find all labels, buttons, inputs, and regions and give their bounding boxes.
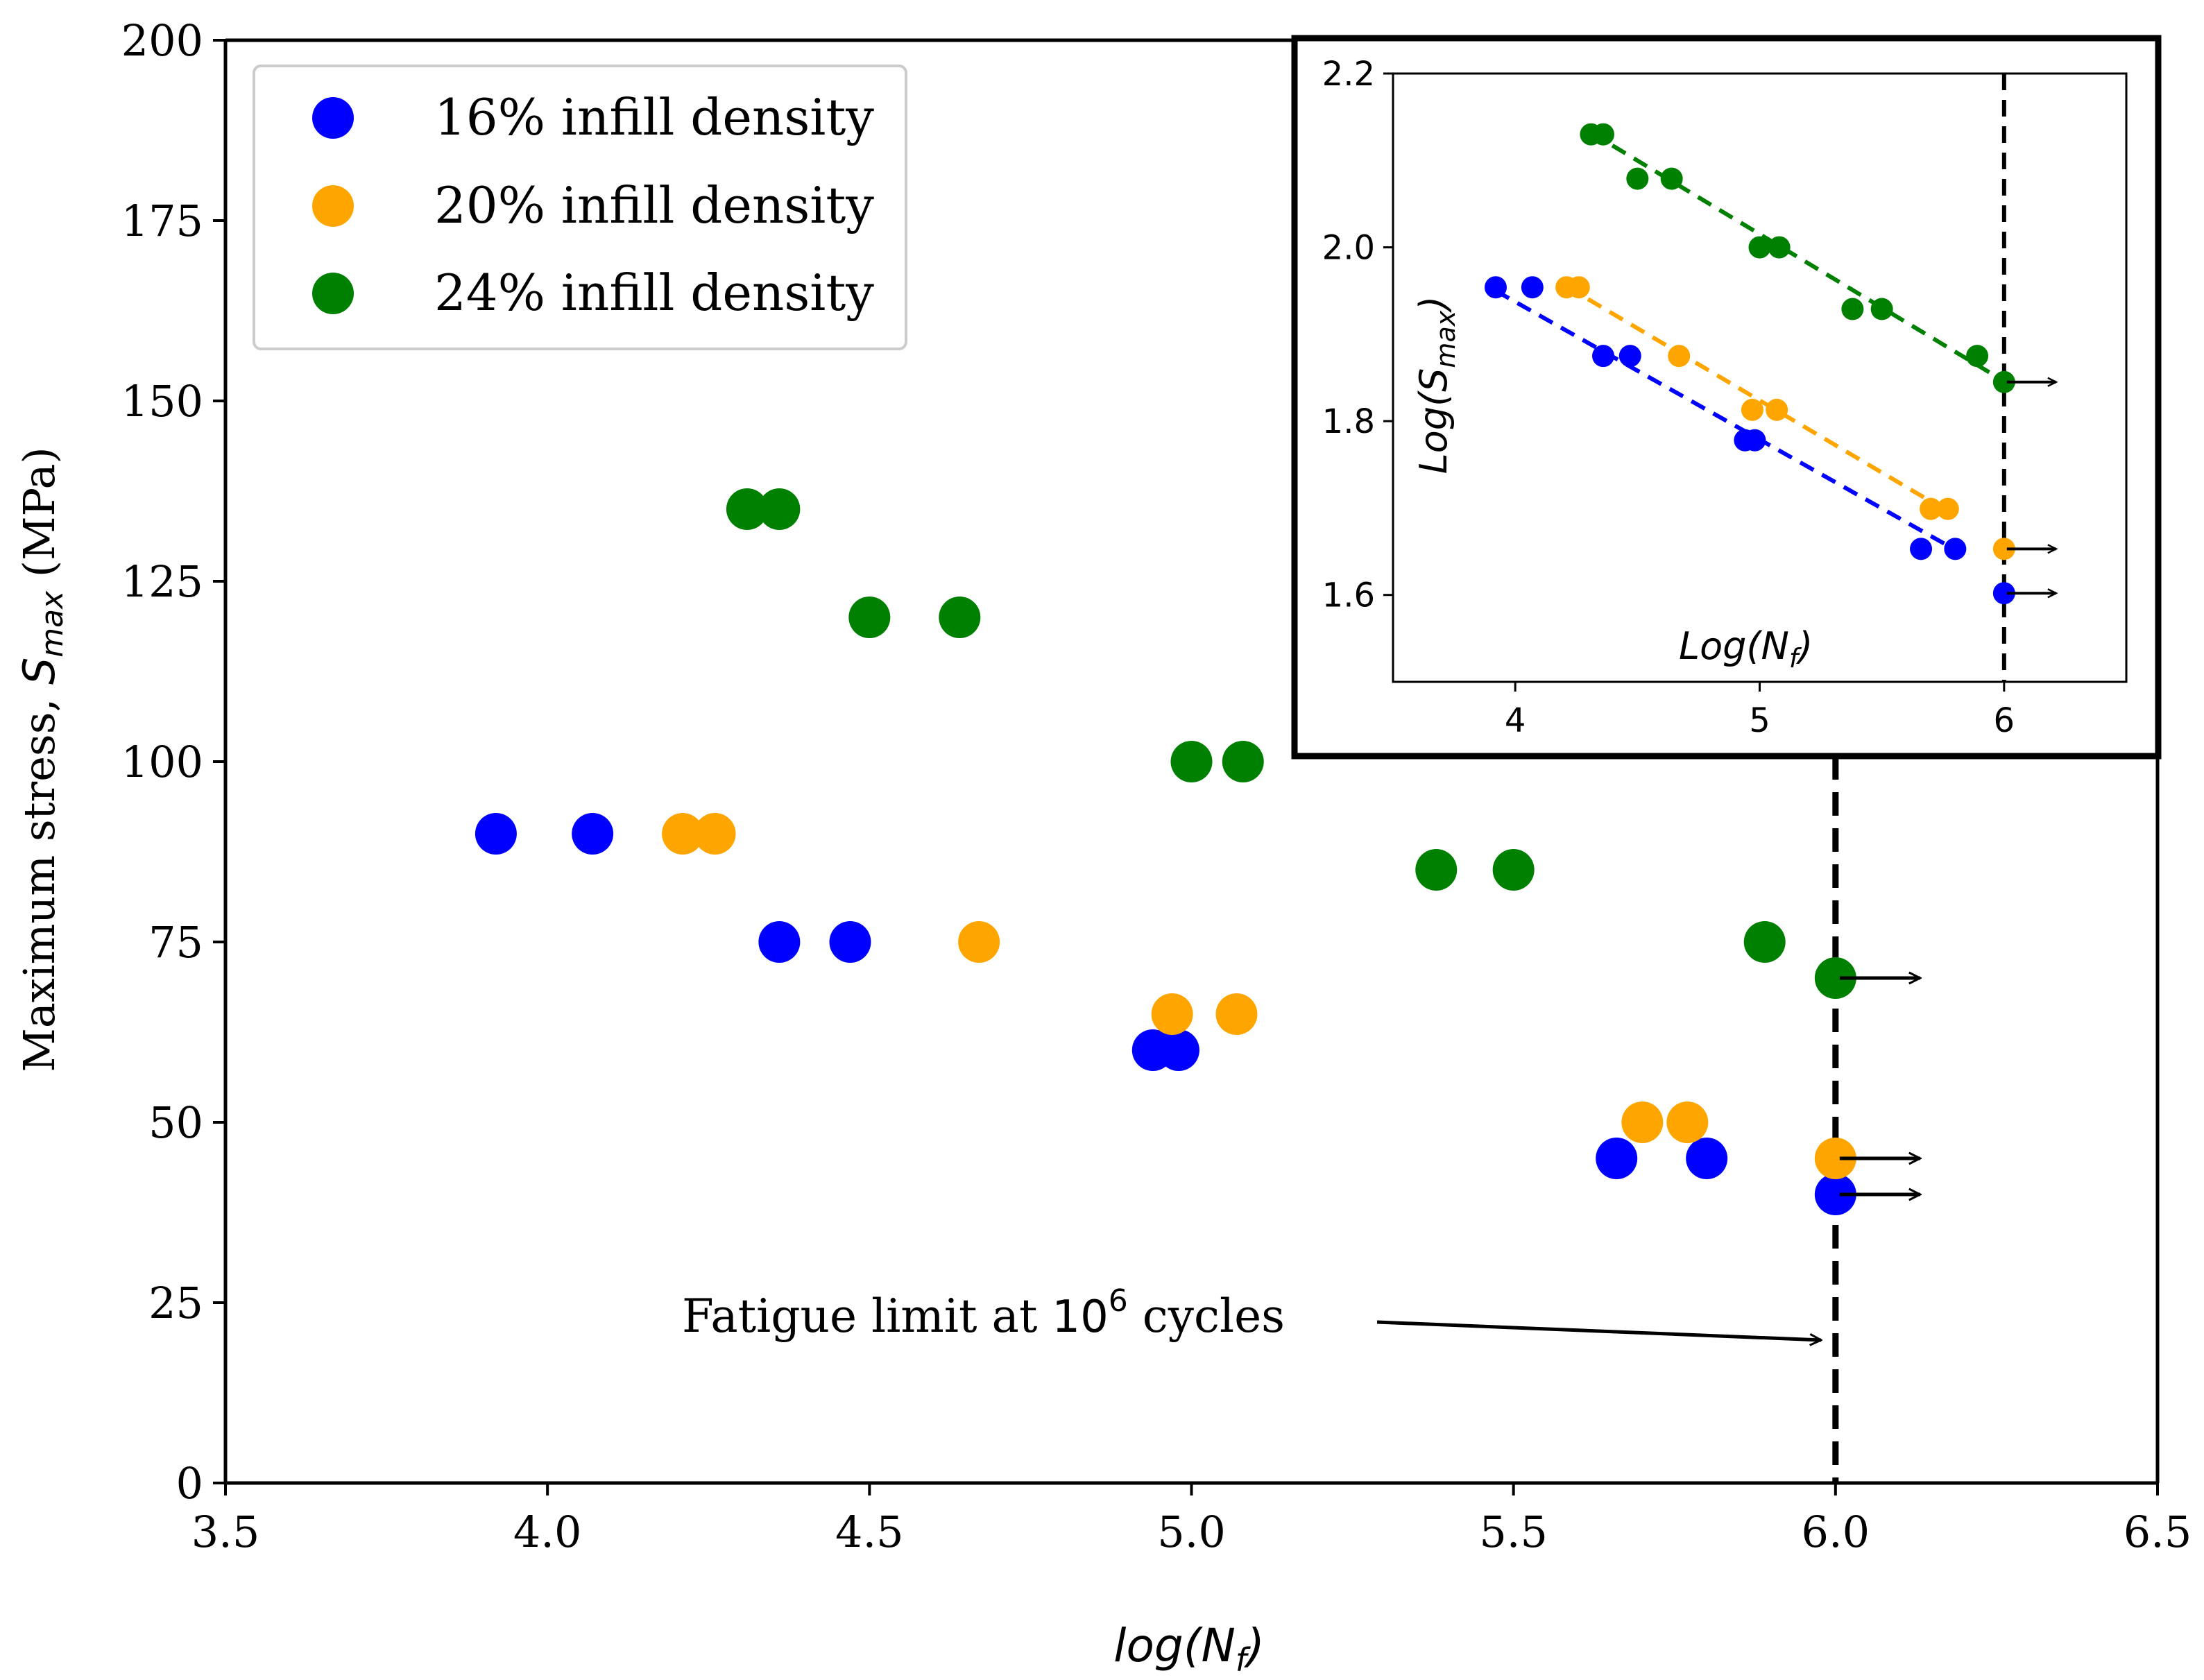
- inset-x-axis-label: Log(Nf): [1679, 624, 1813, 674]
- inset-y-tick-label: 2.2: [1322, 55, 1375, 94]
- y-tick-label: 75: [148, 917, 203, 968]
- inset-x-tick-label: 4: [1505, 701, 1526, 740]
- x-tick-label: 6.0: [1802, 1507, 1870, 1557]
- legend-marker-16: [312, 97, 354, 139]
- inset-data-point: [1870, 298, 1893, 320]
- runout-point: [1814, 957, 1856, 999]
- data-point: [1492, 849, 1535, 891]
- fatigue-limit-arrow: [1376, 1320, 1821, 1340]
- inset-data-point: [1521, 276, 1544, 299]
- inset-data-point: [1936, 497, 1959, 520]
- legend-label-24: 24% infill density: [434, 264, 874, 322]
- inset-data-point: [1592, 345, 1615, 368]
- x-tick-label: 5.0: [1157, 1507, 1226, 1557]
- inset-data-point: [1743, 429, 1766, 452]
- data-point: [662, 813, 704, 855]
- inset-data-point: [1592, 123, 1615, 146]
- data-point: [1415, 849, 1458, 891]
- y-tick-label: 150: [121, 376, 203, 427]
- legend-marker-20: [312, 185, 354, 227]
- x-axis-label: log(Nf): [1113, 1619, 1265, 1679]
- data-point: [1157, 1029, 1199, 1071]
- inset-chart: 4 5 6 1.6 1.8 2.0 2.2 Log(Nf) Log(Smax): [1291, 35, 2162, 760]
- data-point: [1666, 1102, 1709, 1143]
- inset-data-point: [1668, 345, 1691, 368]
- inset-data-point: [1966, 345, 1989, 368]
- y-tick-label: 125: [121, 556, 203, 607]
- inset-y-tick-label: 1.8: [1322, 402, 1375, 441]
- y-tick-label: 0: [176, 1458, 203, 1509]
- x-tick-label: 4.5: [835, 1507, 904, 1557]
- inset-data-point: [1768, 236, 1791, 259]
- inset-data-point: [1741, 398, 1763, 421]
- data-point: [848, 597, 891, 638]
- legend-marker-24: [312, 273, 354, 314]
- legend-label-20: 20% infill density: [434, 176, 874, 234]
- x-tick-label: 3.5: [191, 1507, 260, 1557]
- inset-fit-lines: [1494, 130, 2006, 552]
- data-point: [572, 813, 614, 855]
- data-point: [475, 813, 517, 855]
- y-axis-label: Maximum stress, Smax (MPa): [14, 447, 70, 1072]
- inset-frame: [1291, 35, 2162, 760]
- inset-runout-point: [1992, 370, 2015, 393]
- inset-data-point: [1748, 236, 1771, 259]
- data-point: [829, 921, 871, 963]
- inset-data-point: [1660, 167, 1683, 190]
- inset-runout-point: [1992, 582, 2015, 605]
- inset-data-point: [1484, 276, 1507, 299]
- inset-data-point: [1618, 345, 1641, 368]
- x-tick-label: 4.0: [513, 1507, 582, 1557]
- inset-runout-point: [1992, 538, 2015, 560]
- data-point: [1743, 921, 1786, 963]
- data-point: [758, 921, 801, 963]
- x-tick-label: 6.5: [2124, 1507, 2192, 1557]
- data-point: [1215, 993, 1258, 1035]
- x-tick-label: 5.5: [1479, 1507, 1548, 1557]
- legend-box: [253, 65, 907, 350]
- data-point: [1170, 741, 1213, 782]
- inset-y-tick-label: 2.0: [1322, 229, 1375, 268]
- legend: 16% infill density 20% infill density 24…: [253, 65, 907, 350]
- inset-data-point: [1626, 167, 1649, 190]
- main-data-points: [475, 488, 1920, 1215]
- y-tick-label: 200: [121, 15, 203, 66]
- inset-fit-line: [1494, 289, 1956, 552]
- inset-data-point: [1910, 538, 1933, 560]
- y-tick-label: 50: [148, 1097, 203, 1148]
- inset-y-tick-label: 1.6: [1322, 576, 1375, 615]
- inset-data-point: [1944, 538, 1967, 560]
- inset-y-axis-label: Log(Smax): [1412, 296, 1461, 474]
- inset-data-point: [1920, 497, 1942, 520]
- fatigue-limit-annotation: Fatigue limit at 106 cycles: [682, 1283, 1285, 1343]
- inset-fit-line: [1589, 130, 2006, 384]
- y-tick-label: 175: [121, 196, 203, 246]
- data-point: [726, 488, 768, 530]
- data-point: [694, 813, 736, 855]
- inset-x-tick-label: 5: [1749, 701, 1770, 740]
- y-tick-label: 25: [148, 1278, 203, 1328]
- data-point: [1151, 993, 1193, 1035]
- inset-data-point: [1841, 298, 1864, 320]
- inset-x-tick-label: 6: [1994, 701, 2015, 740]
- inset-data-points: [1484, 123, 2056, 605]
- legend-label-16: 16% infill density: [434, 88, 874, 146]
- data-point: [1686, 1138, 1728, 1179]
- runout-point: [1814, 1138, 1856, 1179]
- data-point: [1596, 1138, 1638, 1179]
- runout-point: [1814, 1174, 1856, 1215]
- inset-data-point: [1766, 398, 1788, 421]
- data-point: [758, 488, 801, 530]
- data-point: [958, 921, 1000, 963]
- data-point: [1621, 1102, 1664, 1143]
- inset-data-point: [1567, 276, 1590, 299]
- y-tick-label: 100: [121, 737, 203, 787]
- data-point: [939, 597, 981, 638]
- data-point: [1222, 741, 1264, 782]
